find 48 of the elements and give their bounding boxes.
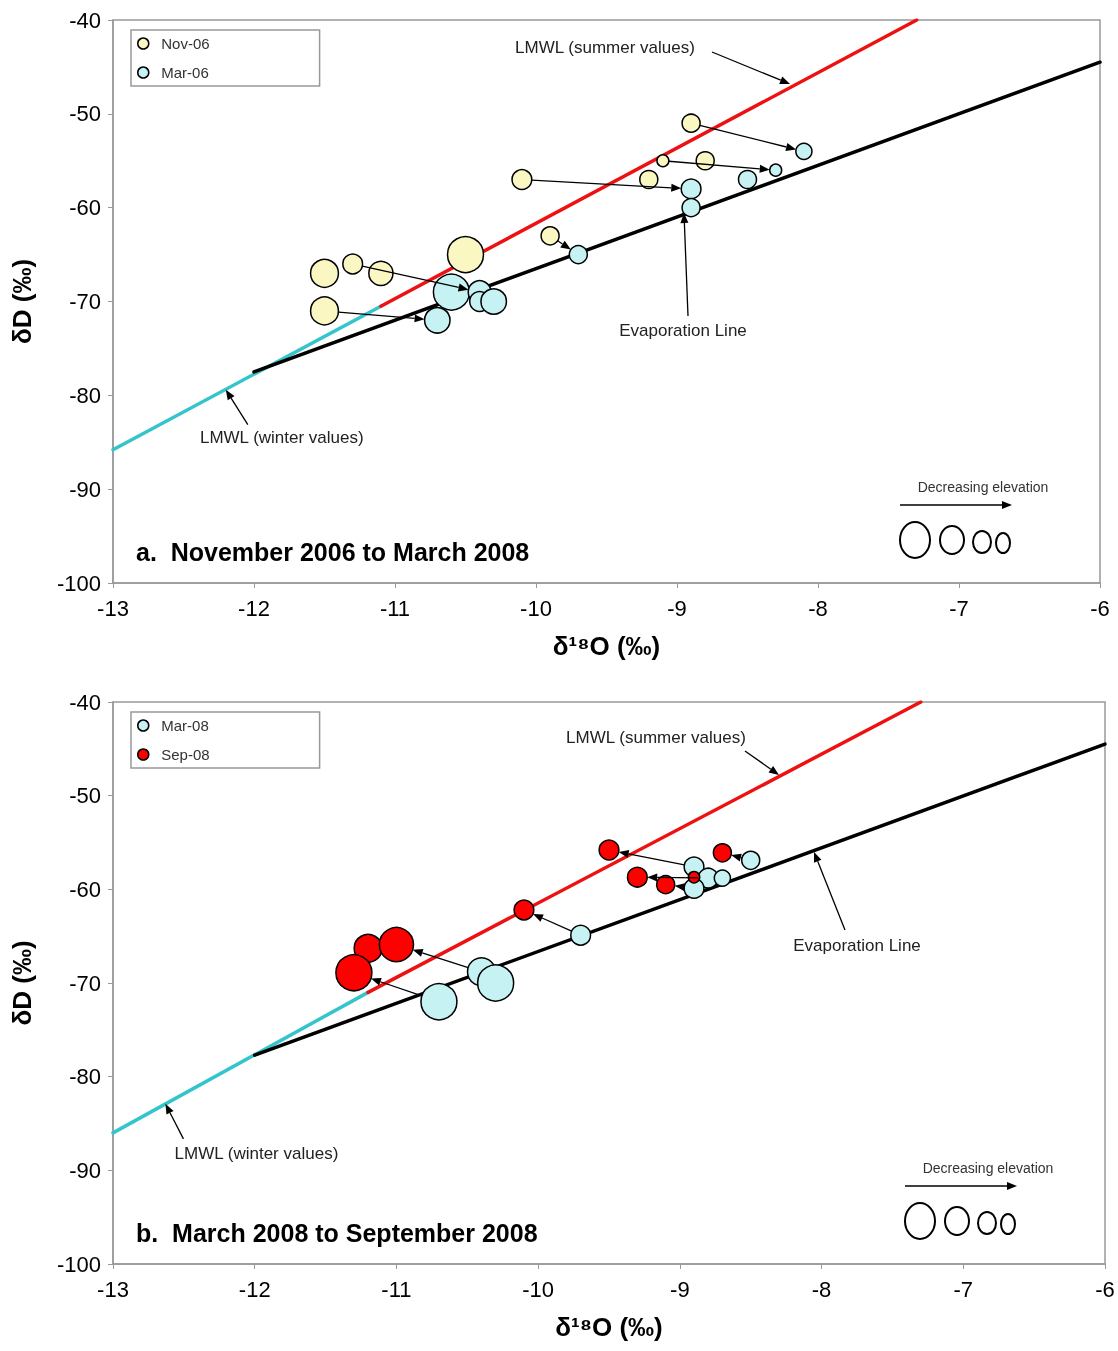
annotation: Evaporation Line <box>619 320 747 340</box>
x-tick-label: -7 <box>949 595 969 621</box>
x-tick-label: -9 <box>667 595 687 621</box>
annotation: LMWL (winter values) <box>174 1144 339 1164</box>
annotation: Evaporation Line <box>793 935 921 955</box>
y-tick-label: -80 <box>69 1064 101 1090</box>
y-tick-label: -50 <box>69 783 101 809</box>
y-tick-label: -70 <box>69 970 101 996</box>
x-tick-label: -11 <box>381 1276 412 1302</box>
x-tick-label: -12 <box>238 1276 271 1302</box>
x-tick-label: -12 <box>238 595 270 621</box>
y-tick-label: -60 <box>69 876 101 902</box>
annotation: LMWL (summer values) <box>515 37 695 57</box>
annotation: LMWL (winter values) <box>199 428 364 448</box>
annotation: LMWL (summer values) <box>566 727 746 747</box>
legend-label: Nov-06 <box>161 35 210 52</box>
legend-label: Sep-08 <box>161 746 210 763</box>
text: b. March 2008 to September 2008 <box>136 1218 538 1247</box>
x-tick-label: -11 <box>379 595 411 621</box>
x-axis-title: δ¹⁸O (‰) <box>552 631 661 661</box>
y-tick-label: -40 <box>69 7 101 33</box>
y-axis-title: δD (‰) <box>7 258 37 345</box>
x-tick-label: -6 <box>1090 595 1110 621</box>
annotation: Decreasing elevation <box>917 479 1049 495</box>
x-tick-label: -8 <box>808 595 828 621</box>
y-tick-label: -80 <box>69 382 101 408</box>
y-tick-label: -40 <box>69 689 101 715</box>
x-axis-title: δ¹⁸O (‰) <box>555 1312 663 1342</box>
y-tick-label: -100 <box>56 1251 101 1277</box>
legend-label: Mar-06 <box>161 64 209 81</box>
x-tick-label: -10 <box>520 595 552 621</box>
x-tick-label: -13 <box>97 1276 129 1302</box>
x-tick-label: -8 <box>811 1276 832 1302</box>
y-tick-label: -50 <box>69 101 101 127</box>
y-tick-label: -90 <box>69 1157 101 1183</box>
annotation: Decreasing elevation <box>922 1160 1054 1176</box>
y-axis-title: δD (‰) <box>7 940 37 1026</box>
text: a. November 2006 to March 2008 <box>136 537 530 566</box>
x-tick-label: -7 <box>953 1276 974 1302</box>
y-tick-label: -70 <box>69 289 101 314</box>
y-tick-label: -100 <box>56 570 101 596</box>
legend-label: Mar-08 <box>161 717 209 734</box>
x-tick-label: -6 <box>1095 1276 1115 1302</box>
y-tick-label: -90 <box>69 476 101 502</box>
y-tick-label: -60 <box>69 195 101 221</box>
x-tick-label: -10 <box>522 1276 555 1302</box>
x-tick-label: -9 <box>670 1276 690 1302</box>
x-tick-label: -13 <box>97 595 129 621</box>
